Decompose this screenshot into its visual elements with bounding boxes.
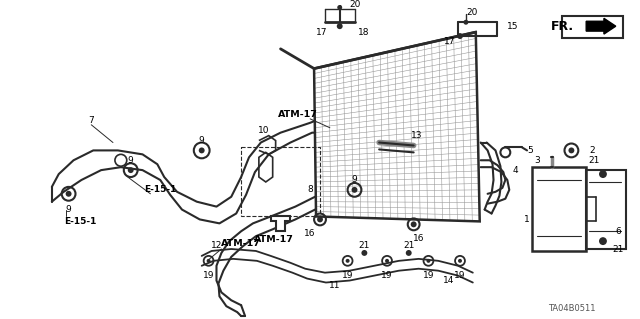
Text: E-15-1: E-15-1 [63, 217, 96, 226]
Text: 1: 1 [524, 215, 530, 224]
Text: 14: 14 [442, 276, 454, 285]
Circle shape [351, 187, 358, 193]
Text: 17: 17 [316, 28, 328, 37]
Text: 20: 20 [349, 0, 361, 9]
Text: ATM-17: ATM-17 [278, 110, 318, 119]
Circle shape [362, 250, 367, 256]
FancyArrow shape [586, 18, 616, 34]
Text: 3: 3 [534, 156, 540, 165]
Text: 13: 13 [411, 131, 422, 140]
Circle shape [337, 23, 342, 29]
Circle shape [337, 5, 342, 10]
Circle shape [458, 259, 462, 263]
Text: 18: 18 [358, 28, 369, 37]
Text: 5: 5 [527, 146, 532, 155]
Text: ATM-17: ATM-17 [253, 235, 294, 244]
Circle shape [406, 250, 412, 256]
Text: 10: 10 [258, 126, 269, 135]
Text: 12: 12 [211, 241, 222, 249]
Text: 19: 19 [454, 271, 466, 280]
Text: E-15-1: E-15-1 [144, 185, 177, 194]
Text: 9: 9 [351, 175, 357, 184]
Circle shape [199, 147, 205, 153]
Text: 19: 19 [342, 271, 353, 280]
Text: 17: 17 [444, 37, 456, 47]
Text: 20: 20 [466, 8, 477, 17]
Circle shape [457, 33, 463, 39]
Text: 15: 15 [508, 22, 519, 31]
Text: 16: 16 [305, 229, 316, 238]
Text: 21: 21 [588, 156, 600, 165]
Circle shape [128, 167, 134, 173]
Circle shape [599, 237, 607, 245]
Text: 7: 7 [88, 116, 94, 125]
Text: ATM-17: ATM-17 [221, 239, 261, 248]
Circle shape [207, 259, 211, 263]
Bar [532, 167, 586, 251]
Text: 16: 16 [413, 234, 424, 243]
Text: 21: 21 [612, 244, 623, 254]
Text: 9: 9 [199, 136, 205, 145]
Bar [561, 16, 623, 38]
Bar [586, 170, 626, 249]
Circle shape [346, 259, 349, 263]
Circle shape [599, 170, 607, 178]
Circle shape [426, 259, 431, 263]
Text: 9: 9 [128, 156, 134, 165]
Circle shape [385, 259, 389, 263]
Text: 2: 2 [589, 146, 595, 155]
Text: 8: 8 [307, 185, 313, 194]
Text: FR.: FR. [551, 20, 574, 33]
Text: 21: 21 [358, 241, 370, 249]
Text: 11: 11 [329, 281, 340, 290]
Circle shape [411, 221, 417, 227]
Text: 21: 21 [403, 241, 415, 249]
Circle shape [66, 191, 72, 197]
Text: 4: 4 [512, 166, 518, 174]
Text: 6: 6 [616, 227, 621, 236]
Text: 19: 19 [381, 271, 393, 280]
Polygon shape [314, 211, 480, 221]
Text: TA04B0511: TA04B0511 [548, 304, 595, 313]
Text: 9: 9 [66, 205, 72, 214]
Circle shape [317, 217, 323, 222]
Circle shape [568, 147, 574, 153]
Text: 19: 19 [203, 271, 214, 280]
Circle shape [463, 20, 468, 25]
Text: 19: 19 [422, 271, 434, 280]
Polygon shape [271, 217, 291, 231]
Bar [241, 147, 320, 217]
